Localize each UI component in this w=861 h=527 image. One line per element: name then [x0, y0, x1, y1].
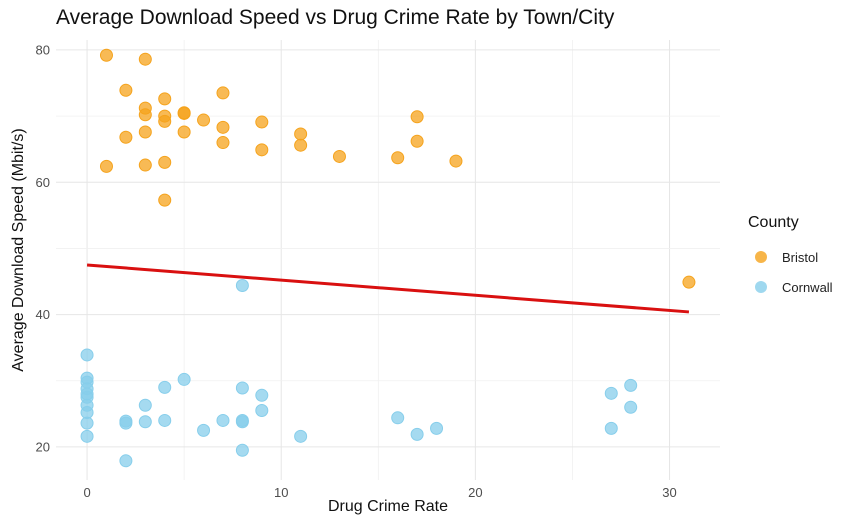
point-cornwall — [604, 386, 618, 400]
point-cornwall — [216, 413, 230, 427]
x-tick-label: 20 — [468, 485, 482, 500]
x-tick-label: 0 — [83, 485, 90, 500]
y-tick-label: 80 — [36, 42, 50, 57]
point-bristol — [158, 92, 172, 106]
point-cornwall — [255, 404, 269, 418]
point-bristol — [682, 275, 696, 289]
point-cornwall — [294, 429, 308, 443]
point-cornwall — [138, 415, 152, 429]
x-tick-label: 10 — [274, 485, 288, 500]
grid-lines — [56, 40, 720, 480]
point-bristol — [197, 113, 211, 127]
point-bristol — [158, 155, 172, 169]
point-cornwall — [158, 413, 172, 427]
point-bristol — [332, 149, 346, 163]
legend-item-bristol: Bristol — [748, 242, 833, 272]
point-bristol — [177, 106, 191, 120]
point-bristol — [99, 48, 113, 62]
point-bristol — [294, 138, 308, 152]
y-tick-label: 20 — [36, 439, 50, 454]
legend-label-cornwall: Cornwall — [782, 279, 833, 295]
point-bristol — [99, 159, 113, 173]
legend-marker-bristol — [755, 251, 767, 263]
legend-item-cornwall: Cornwall — [748, 272, 833, 302]
point-cornwall — [235, 443, 249, 457]
point-cornwall — [604, 421, 618, 435]
point-bristol — [177, 125, 191, 139]
trend-line-group — [86, 263, 690, 314]
y-tick-label: 60 — [36, 175, 50, 190]
x-tick-label: 30 — [662, 485, 676, 500]
y-tick-label: 40 — [36, 307, 50, 322]
point-bristol — [216, 120, 230, 134]
point-bristol — [138, 125, 152, 139]
point-cornwall — [80, 429, 94, 443]
point-cornwall — [158, 380, 172, 394]
point-cornwall — [177, 372, 191, 386]
point-bristol — [138, 158, 152, 172]
y-axis-title: Average Download Speed (Mbit/s) — [10, 128, 27, 372]
point-bristol — [216, 136, 230, 150]
point-cornwall — [624, 378, 638, 392]
legend-label-bristol: Bristol — [782, 249, 819, 265]
point-bristol — [138, 52, 152, 66]
legend-items: Bristol Cornwall — [748, 242, 833, 302]
point-cornwall — [197, 423, 211, 437]
point-bristol — [410, 110, 424, 124]
point-cornwall — [410, 427, 424, 441]
point-cornwall — [80, 348, 94, 362]
legend-marker-cornwall — [755, 281, 767, 293]
point-bristol — [294, 127, 308, 141]
point-bristol — [255, 115, 269, 129]
point-bristol — [138, 108, 152, 122]
point-bristol — [158, 114, 172, 128]
point-cornwall — [119, 454, 133, 468]
point-bristol — [410, 134, 424, 148]
data-points — [80, 48, 696, 468]
chart-title: Average Download Speed vs Drug Crime Rat… — [56, 6, 615, 29]
point-cornwall — [430, 421, 444, 435]
trend-line — [86, 263, 690, 314]
point-cornwall — [80, 416, 94, 430]
point-bristol — [449, 154, 463, 168]
point-bristol — [119, 130, 133, 144]
point-cornwall — [391, 411, 405, 425]
point-cornwall — [138, 398, 152, 412]
point-cornwall — [624, 400, 638, 414]
point-bristol — [216, 86, 230, 100]
point-bristol — [391, 151, 405, 165]
legend-title: County — [748, 214, 799, 231]
point-cornwall — [255, 388, 269, 402]
point-cornwall — [235, 278, 249, 292]
point-cornwall — [119, 416, 133, 430]
point-bristol — [119, 83, 133, 97]
tick-labels: 0 10 20 30 20 40 60 80 — [36, 42, 677, 500]
point-bristol — [255, 143, 269, 157]
legend: County Bristol Cornwall — [748, 214, 833, 302]
point-bristol — [158, 193, 172, 207]
point-cornwall — [235, 415, 249, 429]
point-cornwall — [235, 381, 249, 395]
